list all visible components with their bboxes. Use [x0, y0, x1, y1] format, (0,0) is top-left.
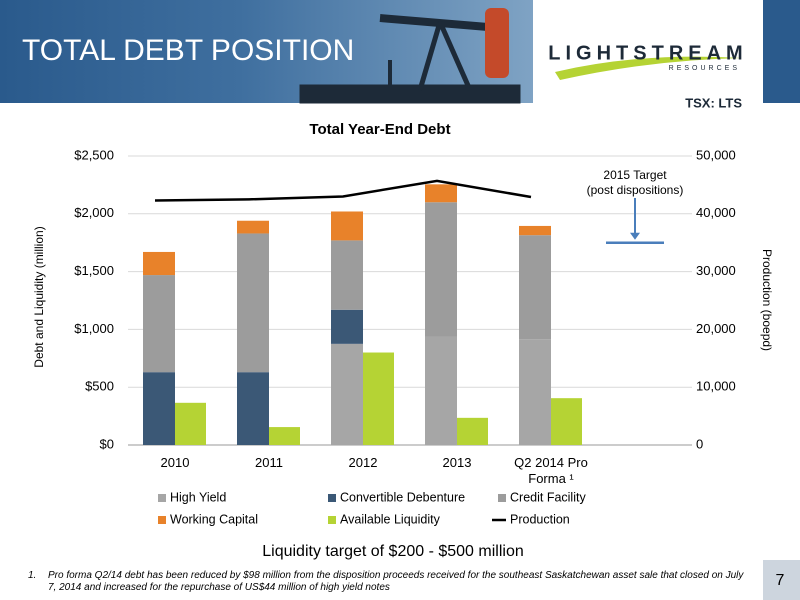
x-tick-wrap: Q2 2014 Pro Forma ¹: [514, 455, 588, 486]
pumpjack: [299, 8, 521, 104]
legend-swatch: [158, 516, 166, 524]
bar-segment: [331, 309, 363, 344]
y2-tick-label: 30,000: [696, 263, 736, 278]
chart-subtitle: Liquidity target of $200 - $500 million: [262, 543, 524, 560]
chart-title: Total Year-End Debt: [309, 121, 450, 138]
bar-segment: [519, 235, 551, 340]
bar-segment: [425, 336, 457, 445]
y2-tick-label: 0: [696, 436, 703, 451]
bar-segment: [425, 202, 457, 337]
x-tick-wrap: 2010: [160, 455, 190, 470]
y2-tick-label: 50,000: [696, 147, 736, 162]
bar-segment: [519, 225, 551, 236]
x-tick-wrap: 2011: [255, 455, 283, 470]
legend-label: Credit Facility: [510, 490, 586, 504]
x-tick-label: 2012: [348, 455, 378, 470]
y2-tick-label: 20,000: [696, 321, 736, 336]
x-tick-label: 2010: [160, 455, 190, 470]
bar-segment: [237, 220, 269, 234]
bar-segment: [519, 339, 551, 445]
bar: [175, 402, 206, 445]
legend-label: Convertible Debenture: [340, 490, 465, 504]
bar: [551, 398, 582, 445]
bar: [457, 417, 488, 445]
target-arrowhead: [630, 232, 640, 240]
bar-segment: [143, 275, 175, 373]
y2-axis-title: Production (boepd): [760, 249, 774, 351]
y-tick-label: $2,000: [74, 205, 114, 220]
page-box: [763, 560, 800, 600]
bar-segment: [143, 372, 175, 445]
logo-sub: RESOURCES: [669, 65, 740, 72]
production-line: [154, 179, 532, 202]
side-band: [763, 0, 800, 103]
legend-label: Working Capital: [170, 512, 258, 526]
y2-tick-label: 40,000: [696, 205, 736, 220]
x-tick-label: Q2 2014 Pro Forma ¹: [514, 455, 588, 486]
legend-swatch: [328, 516, 336, 524]
legend-label: Production: [510, 512, 570, 526]
x-tick-wrap: 2012: [348, 455, 378, 470]
logo-swoosh: [555, 56, 742, 80]
bar-segment: [143, 251, 175, 276]
legend-swatch: [328, 494, 336, 502]
bar-segment: [237, 372, 269, 445]
footnote: Pro forma Q2/14 debt has been reduced by…: [48, 570, 744, 593]
x-tick-label: 2011: [255, 455, 283, 470]
x-tick-label: 2013: [442, 455, 472, 470]
x-tick-wrap: 2013: [442, 455, 472, 470]
slide-title: TOTAL DEBT POSITION: [22, 34, 354, 67]
target-sublabel: (post dispositions): [587, 183, 684, 197]
y-tick-label: $0: [100, 436, 114, 451]
bar-segment: [331, 240, 363, 310]
bar: [269, 427, 300, 445]
page-number: 7: [776, 572, 785, 589]
legend-label: Available Liquidity: [340, 512, 441, 526]
legend-label: High Yield: [170, 490, 226, 504]
y-tick-label: $2,500: [74, 147, 114, 162]
footnote-number: 1.: [28, 570, 37, 581]
bar-segment: [425, 184, 457, 203]
y-tick-label: $500: [85, 379, 114, 394]
y2-tick-label: 10,000: [696, 379, 736, 394]
bar-segment: [237, 233, 269, 373]
target-label: 2015 Target: [603, 168, 667, 182]
y-axis-title: Debt and Liquidity (million): [32, 226, 46, 367]
y-tick-label: $1,500: [74, 263, 114, 278]
legend-swatch: [158, 494, 166, 502]
ticker: TSX: LTS: [685, 95, 742, 110]
x-tick-wrap: [595, 455, 695, 495]
bar: [363, 352, 394, 445]
legend-swatch: [498, 494, 506, 502]
logo: LIGHTSTREAM: [548, 42, 747, 64]
y-tick-label: $1,000: [74, 321, 114, 336]
bar-segment: [331, 211, 363, 241]
bar-segment: [331, 343, 363, 445]
